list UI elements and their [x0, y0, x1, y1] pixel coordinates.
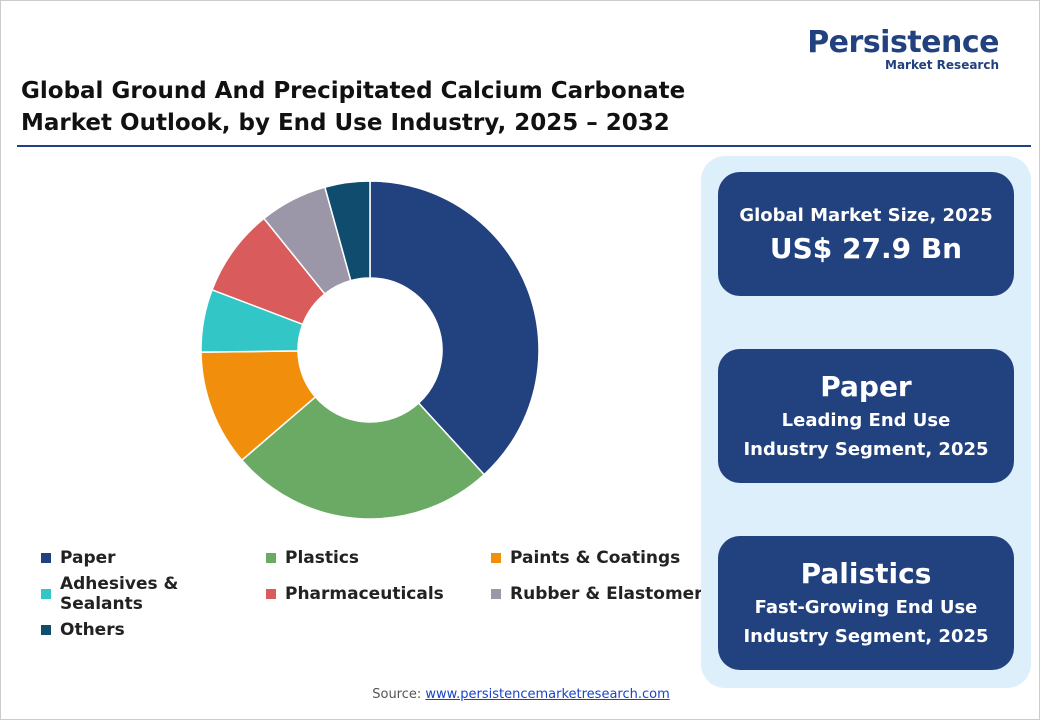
legend-item: Rubber & Elastomers	[491, 582, 721, 606]
legend-item: Paints & Coatings	[491, 546, 721, 570]
legend-label: Others	[60, 620, 125, 640]
legend-item: Paper	[41, 546, 266, 570]
legend-swatch	[266, 589, 276, 599]
legend-label: Paper	[60, 548, 116, 568]
source-label: Source:	[372, 687, 422, 702]
card: Paper Leading End Use Industry Segment, …	[718, 349, 1014, 483]
slice	[369, 180, 540, 476]
legend-swatch	[41, 625, 51, 635]
card-label: Global Market Size, 2025	[739, 204, 993, 226]
card: Global Market Size, 2025 US$ 27.9 Bn	[718, 172, 1014, 296]
slice	[240, 395, 486, 520]
logo-name: Persistence	[807, 25, 999, 60]
source-link[interactable]: www.persistencemarketresearch.com	[425, 687, 670, 702]
legend-item: Adhesives & Sealants	[41, 574, 266, 614]
source: Source: www.persistencemarketresearch.co…	[1, 687, 1039, 702]
info-panel: Global Market Size, 2025 US$ 27.9 Bn Pap…	[701, 156, 1031, 688]
legend-label: Plastics	[285, 548, 360, 568]
legend-label: Pharmaceuticals	[285, 584, 444, 604]
card-value: Paper	[820, 370, 912, 403]
legend-swatch	[491, 589, 501, 599]
legend-label: Adhesives & Sealants	[59, 574, 179, 614]
legend-item: Others	[41, 618, 266, 642]
slice	[323, 180, 371, 282]
legend-swatch	[491, 553, 501, 563]
card-value: US$ 27.9 Bn	[769, 231, 963, 265]
legend-swatch	[266, 553, 276, 563]
legend-label: Rubber & Elastomers	[510, 584, 713, 604]
logo: Persistence Market Research	[807, 25, 999, 72]
card-label: Fast-Growing End Use Industry Segment, 2…	[743, 597, 989, 647]
card-value: Palistics	[800, 557, 932, 590]
legend-swatch	[41, 589, 51, 599]
card-label: Leading End Use Industry Segment, 2025	[743, 410, 989, 460]
chart-title: Global Ground And Precipitated Calcium C…	[21, 78, 686, 136]
card: Palistics Fast-Growing End Use Industry …	[718, 536, 1014, 670]
title-rule	[17, 145, 1031, 147]
legend: Paper Plastics Paints & Coatings Adhesives …	[41, 546, 721, 642]
legend-label: Paints & Coatings	[510, 548, 681, 568]
legend-swatch	[41, 553, 51, 563]
chart	[200, 180, 540, 520]
legend-item: Plastics	[266, 546, 491, 570]
logo-tagline: Market Research	[885, 58, 999, 72]
legend-item: Pharmaceuticals	[266, 582, 491, 606]
